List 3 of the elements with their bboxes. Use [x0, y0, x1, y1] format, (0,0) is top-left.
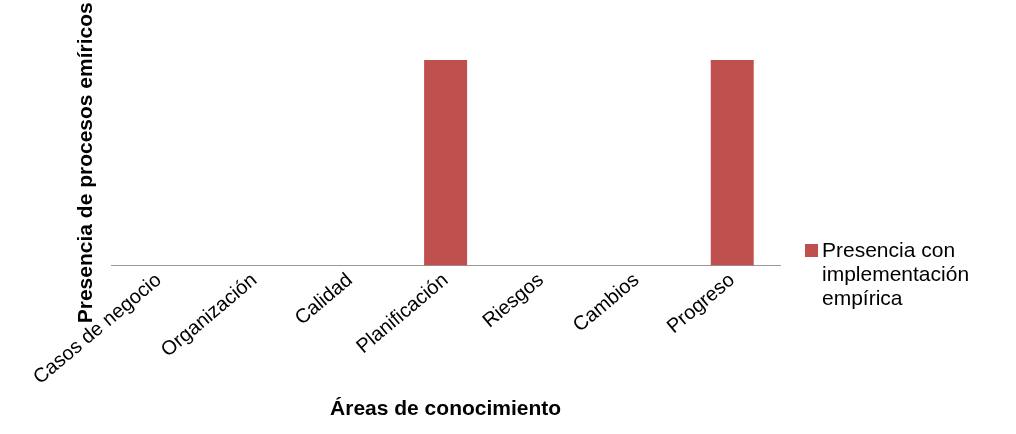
- y-axis-title: Presencia de procesos emíricos: [73, 2, 97, 324]
- legend-label: Presencia con implementación empírica: [822, 238, 971, 310]
- x-axis-title: Áreas de conocimiento: [330, 396, 562, 420]
